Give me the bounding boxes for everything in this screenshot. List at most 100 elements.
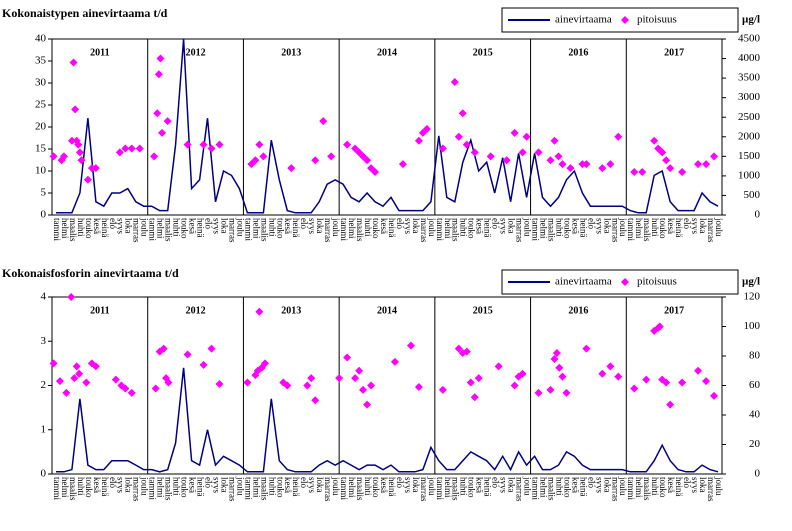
x-tick-label: loka xyxy=(698,218,708,234)
concentration-point xyxy=(55,377,64,386)
concentration-point xyxy=(558,160,567,169)
concentration-point xyxy=(127,388,136,397)
legend-label: ainevirtaama xyxy=(555,14,612,26)
concentration-point xyxy=(454,132,463,141)
x-tick-label: marras xyxy=(706,218,716,243)
concentration-point xyxy=(678,378,687,387)
concentration-point xyxy=(582,344,591,353)
concentration-point xyxy=(75,369,84,378)
concentration-point xyxy=(303,381,312,390)
x-tick-label: marras xyxy=(706,477,716,502)
y2-axis-label: µg/l xyxy=(742,14,760,26)
x-tick-label: huhti xyxy=(172,477,182,496)
concentration-point xyxy=(127,144,136,153)
x-tick-label: loka xyxy=(219,218,229,234)
year-label: 2013 xyxy=(281,47,301,58)
year-label: 2013 xyxy=(281,305,301,316)
x-tick-label: huhti xyxy=(650,477,660,496)
x-tick-label: heinä xyxy=(291,218,301,238)
y-tick-label: 20 xyxy=(35,121,47,133)
y-tick-label: 2 xyxy=(41,379,47,391)
concentration-point xyxy=(359,385,368,394)
concentration-point xyxy=(470,393,479,402)
x-tick-label: helmi xyxy=(443,477,453,498)
concentration-point xyxy=(183,350,192,359)
concentration-point xyxy=(546,385,555,394)
x-tick-label: loka xyxy=(315,477,325,493)
x-tick-label: marras xyxy=(419,477,429,502)
x-tick-label: heinä xyxy=(387,218,397,238)
x-tick-label: elo xyxy=(203,218,213,229)
concentration-point xyxy=(630,167,639,176)
concentration-point xyxy=(422,124,431,133)
concentration-point xyxy=(111,375,120,384)
y2-tick-label: 500 xyxy=(744,189,761,201)
concentration-point xyxy=(150,152,159,161)
y2-tick-label: 2500 xyxy=(738,111,761,123)
x-tick-label: loka xyxy=(602,477,612,493)
y2-tick-label: 1000 xyxy=(738,169,761,181)
x-tick-label: kesä xyxy=(666,218,676,234)
x-tick-label: helmi xyxy=(634,218,644,239)
x-tick-label: syys xyxy=(211,218,221,235)
x-tick-label: elo xyxy=(108,218,118,229)
x-tick-label: touko xyxy=(562,477,572,498)
x-tick-label: elo xyxy=(395,218,405,229)
x-tick-label: huhti xyxy=(363,477,373,496)
concentration-point xyxy=(121,144,130,153)
x-tick-label: loka xyxy=(411,218,421,234)
concentration-point xyxy=(151,384,160,393)
x-tick-label: kesä xyxy=(570,218,580,234)
x-tick-label: marras xyxy=(323,218,333,243)
x-tick-label: touko xyxy=(467,218,477,239)
x-tick-label: touko xyxy=(371,477,381,498)
x-tick-label: touko xyxy=(180,477,190,498)
x-tick-label: joulu xyxy=(714,217,724,237)
concentration-point xyxy=(207,344,216,353)
concentration-point xyxy=(694,160,703,169)
concentration-point xyxy=(363,400,372,409)
x-tick-label: huhti xyxy=(459,477,469,496)
x-tick-label: joulu xyxy=(618,217,628,237)
concentration-point xyxy=(135,144,144,153)
year-label: 2011 xyxy=(90,305,109,316)
y2-tick-label: 0 xyxy=(755,209,761,221)
concentration-point xyxy=(335,374,344,383)
chart-title: Kokonaistypen ainevirtaama t/d xyxy=(2,6,168,20)
concentration-point xyxy=(83,175,92,184)
x-tick-label: maalis xyxy=(642,218,652,242)
x-tick-label: helmi xyxy=(60,218,70,239)
concentration-point xyxy=(466,378,475,387)
x-tick-label: tammi xyxy=(339,218,349,241)
x-tick-label: helmi xyxy=(538,218,548,239)
concentration-point xyxy=(555,363,564,372)
y2-tick-label: 3000 xyxy=(738,91,761,103)
x-tick-label: heinä xyxy=(578,218,588,238)
concentration-point xyxy=(518,369,527,378)
concentration-point xyxy=(159,344,168,353)
concentration-point xyxy=(582,160,591,169)
concentration-point xyxy=(343,140,352,149)
x-tick-label: kesä xyxy=(188,218,198,234)
x-tick-label: maalis xyxy=(259,477,269,501)
x-tick-label: syys xyxy=(594,218,604,235)
x-tick-label: huhti xyxy=(267,218,277,237)
concentration-point xyxy=(614,132,623,141)
x-tick-label: touko xyxy=(275,477,285,498)
x-tick-label: loka xyxy=(507,477,517,493)
concentration-point xyxy=(642,375,651,384)
x-tick-label: maalis xyxy=(642,477,652,501)
y2-tick-label: 100 xyxy=(744,320,761,332)
concentration-point xyxy=(367,381,376,390)
x-tick-label: tammi xyxy=(626,218,636,241)
concentration-point xyxy=(311,156,320,165)
concentration-point xyxy=(199,140,208,149)
x-tick-label: joulu xyxy=(618,476,628,496)
y2-tick-label: 4500 xyxy=(738,33,761,45)
flow-line xyxy=(56,38,719,214)
concentration-point xyxy=(650,136,659,145)
x-tick-label: maalis xyxy=(68,477,78,501)
concentration-point xyxy=(355,366,364,375)
concentration-point xyxy=(153,109,162,118)
plot-area xyxy=(51,38,723,216)
